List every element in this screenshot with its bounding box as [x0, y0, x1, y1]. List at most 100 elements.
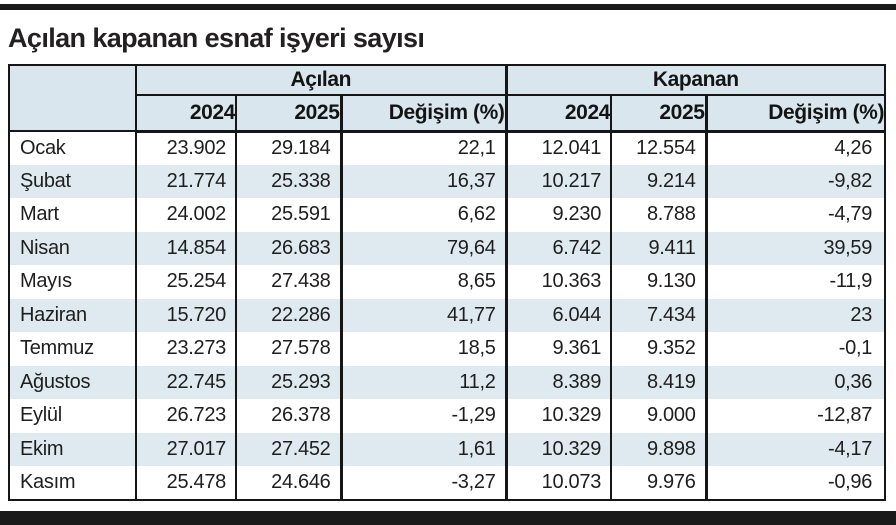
col-header-acilan-degisim: Değişim (%) — [339, 95, 507, 133]
value-cell: 26.683 — [235, 231, 341, 265]
value-cell: 1,61 — [339, 432, 507, 466]
value-cell: 23.273 — [135, 332, 236, 366]
value-cell: -11,9 — [704, 265, 886, 299]
value-cell: 6,62 — [339, 198, 507, 232]
table-row: Ağustos 22.745 25.293 11,2 8.389 8.419 0,36 — [9, 365, 886, 399]
table-row: Nisan 14.854 26.683 79,64 6.742 9.411 39,59 — [9, 231, 886, 265]
value-cell: 22.286 — [235, 298, 341, 332]
value-cell: 25.293 — [235, 365, 341, 399]
value-cell: 23 — [704, 298, 886, 332]
value-cell: 9.352 — [610, 332, 707, 366]
value-cell: 9.898 — [610, 432, 707, 466]
value-cell: -9,82 — [704, 164, 886, 198]
value-cell: 23.902 — [135, 131, 236, 165]
value-cell: 79,64 — [339, 231, 507, 265]
value-cell: 14.854 — [135, 231, 236, 265]
col-header-kapanan-2024: 2024 — [504, 95, 612, 133]
value-cell: -12,87 — [704, 399, 886, 433]
value-cell: 25.591 — [235, 198, 341, 232]
month-cell: Eylül — [20, 404, 62, 427]
value-cell: 6.742 — [504, 231, 612, 265]
value-cell: 9.130 — [610, 265, 707, 299]
value-cell: 10.329 — [504, 432, 612, 466]
group-header-kapanan: Kapanan — [504, 65, 886, 96]
value-cell: 12.554 — [610, 131, 707, 165]
value-cell: 26.378 — [235, 399, 341, 433]
value-cell: 4,26 — [704, 131, 886, 165]
value-cell: 27.438 — [235, 265, 341, 299]
col-header-kapanan-2025: 2025 — [610, 95, 707, 133]
value-cell: 10.329 — [504, 399, 612, 433]
group-header-acilan: Açılan — [134, 65, 507, 96]
value-cell: 9.411 — [610, 231, 707, 265]
month-cell: Kasım — [20, 470, 76, 493]
value-cell: 26.723 — [135, 399, 236, 433]
value-cell: 9.976 — [610, 466, 707, 500]
value-cell: -0,96 — [704, 466, 886, 500]
month-cell: Temmuz — [20, 337, 94, 360]
value-cell: 18,5 — [339, 332, 507, 366]
value-cell: 12.041 — [504, 131, 612, 165]
value-cell: 16,37 — [339, 164, 507, 198]
table-row: Şubat 21.774 25.338 16,37 10.217 9.214 -9,82 — [9, 164, 886, 198]
month-cell: Mart — [20, 203, 59, 226]
value-cell: 15.720 — [135, 298, 236, 332]
table-row: Ocak 23.902 29.184 22,1 12.041 12.554 4,26 — [9, 131, 886, 165]
group-header-row: Açılan Kapanan — [9, 65, 886, 132]
corner-cell — [9, 65, 136, 132]
table-row: Eylül 26.723 26.378 -1,29 10.329 9.000 -12,87 — [9, 399, 886, 433]
table-row: Temmuz 23.273 27.578 18,5 9.361 9.352 -0,1 — [9, 332, 886, 366]
top-rule — [0, 4, 896, 10]
bottom-rule — [0, 511, 896, 525]
value-cell: -4,79 — [704, 198, 886, 232]
value-cell: 9.230 — [504, 198, 612, 232]
value-cell: 24.002 — [135, 198, 236, 232]
value-cell: 27.452 — [235, 432, 341, 466]
value-cell: 25.254 — [135, 265, 236, 299]
value-cell: 25.478 — [135, 466, 236, 500]
month-cell: Nisan — [9, 231, 136, 265]
value-cell: 22,1 — [339, 131, 507, 165]
month-cell: Şubat — [9, 164, 136, 198]
value-cell: 6.044 — [504, 298, 612, 332]
value-cell: 24.646 — [235, 466, 341, 500]
value-cell: -3,27 — [339, 466, 507, 500]
month-cell: Ocak — [20, 136, 66, 159]
data-table: Açılan Kapanan 2024 2025 Değişim (%) 202… — [8, 64, 887, 501]
table-row: Kasım 25.478 24.646 -3,27 10.073 9.976 -0,96 — [9, 466, 886, 500]
value-cell: 9.000 — [610, 399, 707, 433]
col-header-acilan-2024: 2024 — [135, 95, 236, 133]
value-cell: 8,65 — [339, 265, 507, 299]
value-cell: 39,59 — [704, 231, 886, 265]
col-header-kapanan-degisim: Değişim (%) — [704, 95, 886, 133]
col-header-acilan-2025: 2025 — [235, 95, 341, 133]
month-cell: Haziran — [9, 298, 136, 332]
value-cell: 0,36 — [704, 365, 886, 399]
value-cell: 25.338 — [235, 164, 341, 198]
table-row: Mayıs 25.254 27.438 8,65 10.363 9.130 -11,9 — [9, 265, 886, 299]
value-cell: -4,17 — [704, 432, 886, 466]
value-cell: 7.434 — [610, 298, 707, 332]
sub-header-row: 2024 2025 Değişim (%) 2024 2025 Değişim … — [9, 95, 886, 133]
table-row: Ekim 27.017 27.452 1,61 10.329 9.898 -4,17 — [9, 432, 886, 466]
value-cell: 21.774 — [135, 164, 236, 198]
table-row: Mart 24.002 25.591 6,62 9.230 8.788 -4,79 — [9, 198, 886, 232]
value-cell: 11,2 — [339, 365, 507, 399]
value-cell: 8.788 — [610, 198, 707, 232]
value-cell: 41,77 — [339, 298, 507, 332]
page-title: Açılan kapanan esnaf işyeri sayısı — [8, 23, 425, 53]
value-cell: -1,29 — [339, 399, 507, 433]
value-cell: 9.214 — [610, 164, 707, 198]
month-cell: Mayıs — [20, 270, 72, 293]
value-cell: 29.184 — [235, 131, 341, 165]
value-cell: 27.017 — [135, 432, 236, 466]
value-cell: 27.578 — [235, 332, 341, 366]
value-cell: 9.361 — [504, 332, 612, 366]
value-cell: 10.073 — [504, 466, 612, 500]
value-cell: 8.419 — [610, 365, 707, 399]
value-cell: 10.217 — [504, 164, 612, 198]
value-cell: 10.363 — [504, 265, 612, 299]
value-cell: 8.389 — [504, 365, 612, 399]
value-cell: -0,1 — [704, 332, 886, 366]
value-cell: 22.745 — [135, 365, 236, 399]
